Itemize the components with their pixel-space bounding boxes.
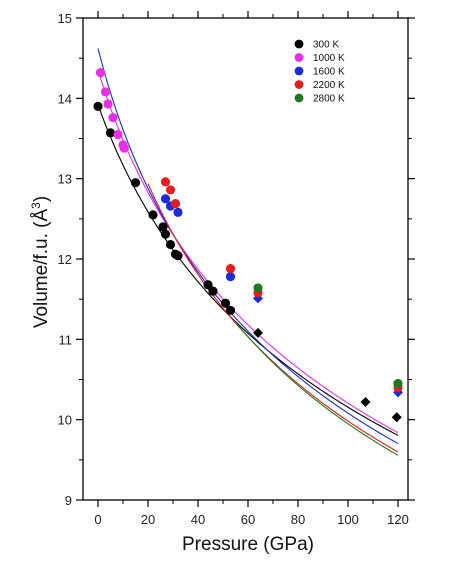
data-point [160,177,171,187]
data-point [103,99,113,109]
data-point [158,222,168,232]
data-point [225,305,236,316]
legend-marker [294,80,304,89]
y-tick-label: 12 [58,252,72,267]
data-point [165,185,176,195]
data-point [100,87,111,97]
y-tick-label: 13 [58,172,72,187]
legend-label: 2200 K [313,80,345,91]
legend-label: 300 K [313,40,339,51]
data-point [170,198,181,209]
data-point [95,68,106,78]
y-axis-label-main: Volume/f.u. (Å [31,209,52,329]
fit-curve [147,183,399,453]
fit-curve [235,322,399,456]
y-axis-label-close: ) [31,196,52,202]
data-point [148,210,158,220]
data-point [220,298,231,308]
data-point-diamond [253,327,263,338]
x-tick-label: 80 [291,512,305,527]
plot-frame [82,17,409,501]
data-point [393,378,403,389]
data-point [130,178,141,188]
y-tick-label: 14 [58,91,72,106]
x-tick-label: 60 [241,512,255,527]
legend-label: 1600 K [313,67,345,78]
y-axis-label: Volume/f.u. (Å3) [29,196,52,328]
data-point [113,129,123,140]
y-tick-label: 10 [58,413,72,428]
legend-marker [294,53,304,62]
data-point [160,229,171,239]
data-point [105,128,116,138]
x-tick-label: 40 [191,512,205,527]
legend: 300 K 1000 K 1600 K 2200 K 2800 K [294,39,345,105]
data-point [165,239,176,250]
y-tick-label: 15 [58,11,72,26]
data-point [208,286,218,296]
data-point [203,280,213,290]
fit-curve [97,70,399,434]
x-tick-label: 120 [387,512,409,527]
x-tick-label: 0 [94,512,101,527]
data-point-diamond [391,412,402,423]
data-point-diamond [360,396,371,407]
data-point [225,272,236,282]
y-axis-label-sup: 3 [29,202,43,209]
legend-label: 2800 K [313,94,345,105]
data-point [119,143,129,153]
plot-area: 0 20 40 60 80 100 120 9 10 11 12 13 14 15 [58,11,415,527]
data-point [225,264,236,274]
data-point [108,113,118,123]
legend-marker [294,39,304,49]
legend-marker [294,93,304,103]
x-tick-label: 100 [337,512,359,527]
y-tick-label: 9 [65,493,72,508]
data-point [253,283,263,293]
fit-curve [97,48,399,445]
data-point [173,251,183,261]
x-axis-label: Pressure (GPa) [182,534,314,555]
data-point [173,207,183,218]
y-tick-label: 11 [59,332,73,347]
data-point [160,194,171,204]
data-point [93,101,103,111]
fit-curve [97,104,399,436]
legend-label: 1000 K [313,53,345,64]
legend-marker [294,66,304,76]
x-tick-label: 20 [141,512,155,527]
